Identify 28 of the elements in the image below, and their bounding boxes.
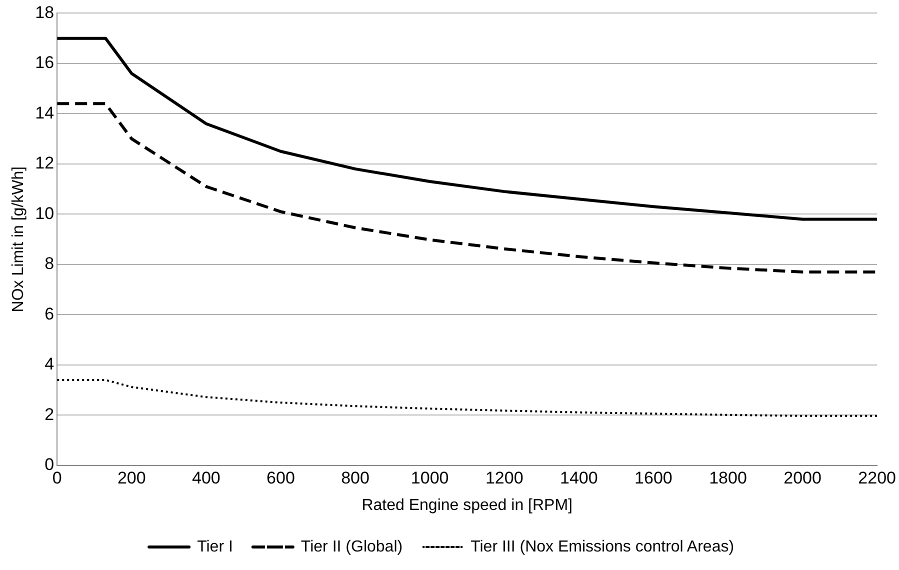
y-tick-label: 16 (35, 53, 54, 72)
x-tick-label: 200 (117, 468, 146, 488)
y-tick-label: 6 (44, 304, 54, 324)
x-tick-label: 600 (266, 468, 295, 488)
x-tick-label: 1800 (709, 468, 747, 488)
y-tick-label: 18 (35, 2, 54, 22)
y-tick-label: 12 (35, 154, 54, 173)
line-series (57, 378, 878, 417)
line-series (57, 102, 878, 274)
legend-label: Tier I (197, 538, 233, 556)
y-tick-label: 14 (35, 103, 54, 122)
x-tick-label: 1000 (410, 468, 449, 488)
legend-label: Tier III (Nox Emissions control Areas) (470, 538, 734, 556)
y-axis-title: NOx Limit in [g/kWh] (10, 166, 28, 312)
y-tick-label: 8 (44, 254, 54, 274)
x-tick-label: 1400 (560, 468, 598, 488)
y-tick-label: 0 (44, 455, 54, 474)
x-tick-label: 400 (192, 468, 220, 488)
y-tick-label: 2 (44, 404, 54, 424)
x-tick-label: 2200 (858, 468, 896, 488)
y-tick-label: 10 (35, 204, 54, 223)
x-tick-label: 2000 (784, 468, 822, 488)
legend-label: Tier II (Global) (300, 538, 403, 556)
x-tick-label: 1600 (634, 468, 672, 488)
x-tick-label: 1200 (485, 468, 524, 488)
x-axis-title: Rated Engine speed in [RPM] (362, 496, 572, 514)
y-tick-label: 4 (44, 354, 54, 374)
x-tick-label: 800 (341, 468, 370, 488)
